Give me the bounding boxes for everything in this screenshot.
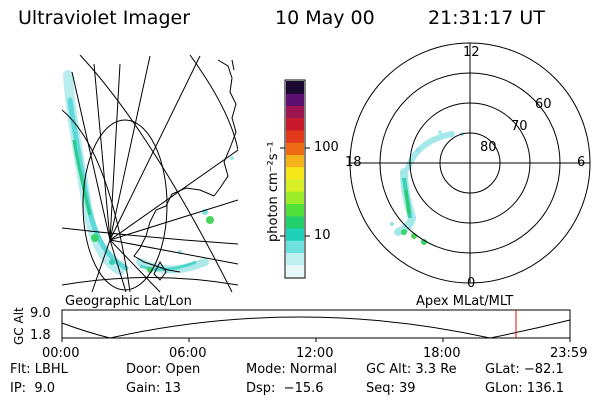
timeline-xtick-1200: 12:00: [296, 346, 334, 361]
info-ip: IP: 9.0: [10, 381, 55, 396]
geographic-map: [62, 55, 238, 293]
map-coastlines: [133, 59, 237, 281]
polar-plot: [349, 42, 591, 284]
info-gain: Gain: 13: [126, 381, 181, 396]
instrument-title: Ultraviolet Imager: [18, 7, 191, 29]
lat-label-70: 70: [511, 119, 528, 134]
colorbar-step: [286, 203, 304, 217]
colorbar-step: [286, 228, 304, 241]
map-aurora-emission: [63, 70, 234, 275]
timeline-xtick-0600: 06:00: [169, 346, 207, 361]
colorbar-step: [286, 240, 304, 253]
timeline-xtick-1800: 18:00: [423, 346, 461, 361]
timeline-ylabel: GC Alt: [12, 307, 26, 345]
info-seq: Seq: 39: [366, 381, 416, 396]
map-graticule: [62, 55, 238, 293]
colorbar-step: [286, 142, 304, 155]
colorbar-step: [286, 81, 304, 94]
mlt-label-12: 12: [463, 45, 480, 60]
colorbar-tick-100: 100: [314, 140, 339, 155]
info-door: Door: Open: [126, 362, 201, 377]
timeline-xtick-0000: 00:00: [42, 346, 80, 361]
timeline-frame: [61, 309, 571, 339]
info-flt: Flt: LBHL: [10, 362, 68, 377]
timeline-plot: GC Alt: [12, 307, 571, 345]
colorbar-step: [286, 154, 304, 168]
polar-label: Apex MLat/MLT: [416, 294, 514, 309]
colorbar-step: [286, 130, 304, 143]
timeline-ytick-9: 9.0: [30, 306, 51, 321]
colorbar-frame: [284, 79, 306, 279]
info-mode: Mode: Normal: [246, 362, 337, 377]
colorbar-unit-label: photon cm⁻²s⁻¹: [266, 141, 281, 242]
mlt-label-6: 6: [577, 155, 586, 170]
colorbar-tick-10: 10: [314, 228, 331, 243]
polar-grid: [349, 42, 591, 284]
timeline-xtick-2359: 23:59: [550, 346, 588, 361]
time-label: 21:31:17 UT: [428, 7, 545, 29]
lat-label-80: 80: [480, 140, 497, 155]
info-glat: GLat: −82.1: [485, 362, 564, 377]
date-label: 10 May 00: [275, 7, 375, 29]
info-dsp: Dsp: −15.6: [246, 381, 324, 396]
mlt-label-0: 0: [467, 276, 476, 291]
lat-label-60: 60: [535, 97, 552, 112]
colorbar-step: [286, 252, 304, 266]
timeline-ytick-1-8: 1.8: [30, 328, 51, 343]
colorbar-step: [286, 191, 304, 204]
colorbar-step: [286, 179, 304, 192]
mlt-label-18: 18: [345, 155, 362, 170]
geographic-label: Geographic Lat/Lon: [65, 294, 192, 309]
colorbar-step: [286, 105, 304, 119]
colorbar-step: [286, 117, 304, 131]
colorbar-step: [286, 166, 304, 180]
colorbar: photon cm⁻²s⁻¹: [266, 79, 310, 279]
colorbar-step: [286, 215, 304, 229]
info-glon: GLon: 136.1: [485, 381, 565, 396]
altitude-curve: [61, 316, 571, 339]
info-gc-alt: GC Alt: 3.3 Re: [366, 362, 457, 377]
colorbar-step: [286, 264, 304, 278]
colorbar-step: [286, 93, 304, 106]
